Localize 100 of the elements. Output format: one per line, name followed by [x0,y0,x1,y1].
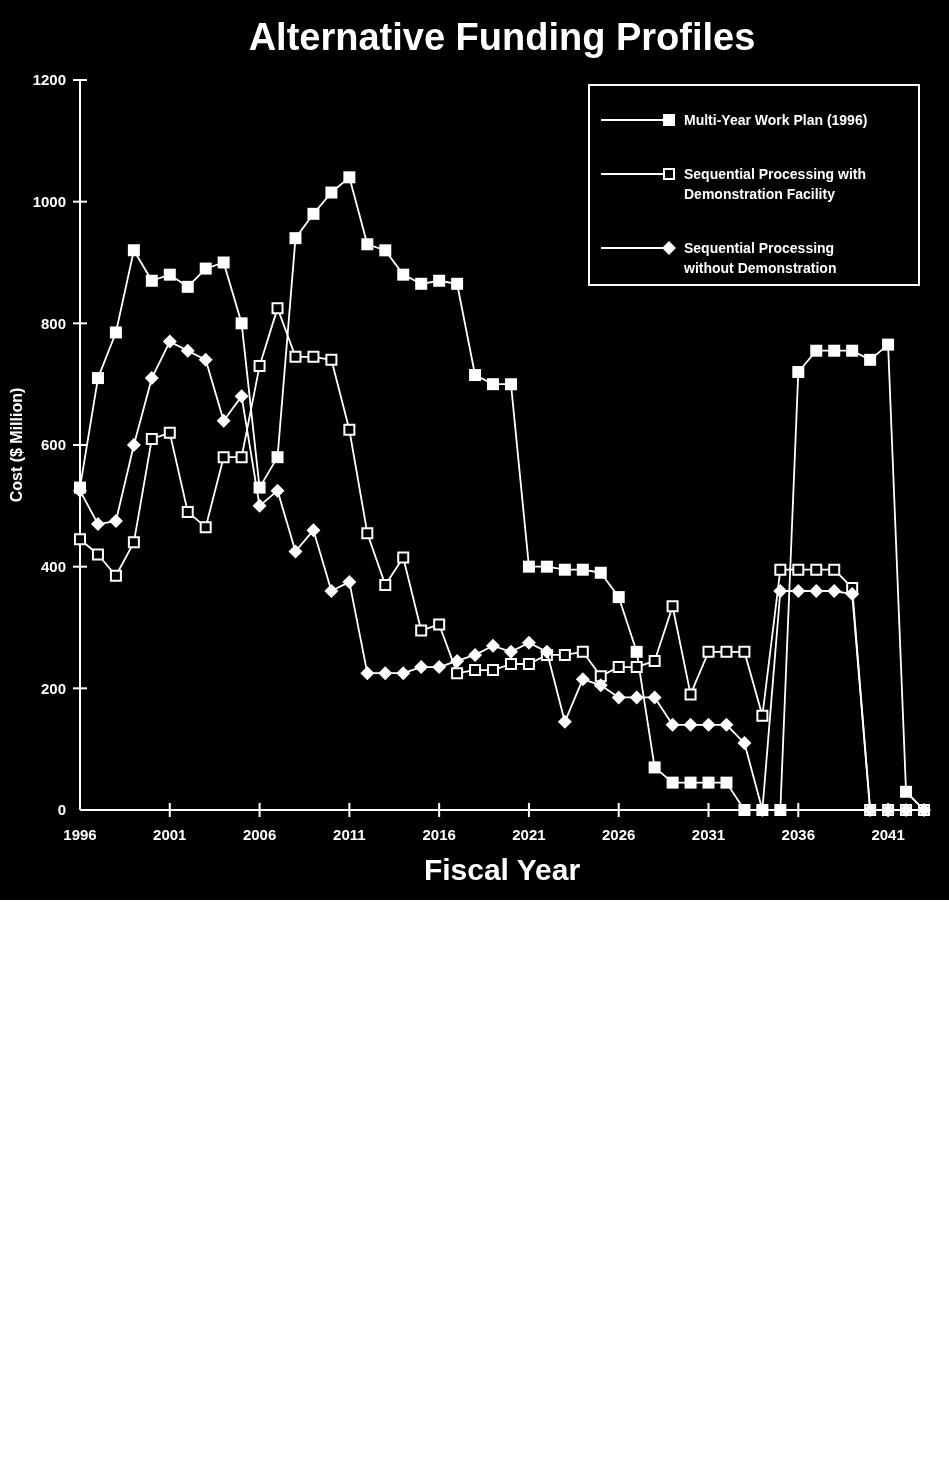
y-tick-label: 600 [40,436,66,454]
point [90,517,105,532]
point [361,238,374,251]
point [234,389,249,404]
x-tick-label: 1996 [63,826,97,843]
point [738,645,751,658]
point [612,661,625,674]
point [683,717,698,732]
point [828,344,841,357]
x-tick-label: 2041 [871,826,905,843]
point [126,438,141,452]
point [486,638,501,653]
point [684,688,697,701]
point [289,232,302,245]
point [864,353,877,366]
point [325,353,338,366]
point [450,653,465,668]
x-tick-label: 2011 [333,826,366,843]
point [433,618,446,631]
y-tick-label: 1200 [32,71,66,89]
point [144,371,159,386]
point [791,584,806,598]
point [810,344,823,357]
point [487,378,500,391]
point [235,451,248,464]
point [666,776,679,789]
point [343,171,356,184]
point [343,423,356,436]
point [738,804,751,816]
point [379,578,392,591]
y-tick-label: 400 [40,557,66,575]
point [846,344,859,357]
point [487,664,500,677]
point [91,548,104,561]
point [163,426,176,439]
point [666,600,679,613]
point [378,666,393,681]
point [289,350,302,363]
point [774,804,787,816]
point [827,584,842,598]
point [433,274,446,287]
point [306,523,321,538]
point [594,566,607,579]
x-tick-label: 2016 [422,826,456,843]
point [720,776,733,789]
point [773,584,788,598]
point [828,563,841,576]
point [503,644,518,659]
x-tick-label: 2036 [781,826,815,843]
point [469,664,482,677]
point [612,591,625,604]
point [361,527,374,540]
y-axis-title: Cost ($ Million) [8,387,25,503]
point [307,350,320,363]
point [414,660,429,675]
point [181,280,194,293]
x-tick-label: 2006 [242,826,277,843]
point [307,207,320,220]
x-axis-title: Fiscal Year [423,853,581,886]
point [217,256,230,269]
point [145,274,158,287]
point [342,574,357,589]
point [271,451,284,464]
point [397,551,410,564]
point [810,563,823,576]
point [576,563,589,576]
x-tick-label: 2001 [153,826,187,843]
point [702,776,715,789]
point [737,736,752,751]
point [271,302,284,315]
point [792,563,805,576]
point [882,338,895,351]
point [521,635,536,650]
point [270,483,285,498]
point [701,717,716,732]
y-tick-label: 0 [57,801,66,819]
point [630,645,643,658]
point [774,563,787,576]
x-tick-label: 2031 [691,826,726,843]
point [162,334,177,349]
point [557,714,572,729]
point [504,658,517,670]
point [629,690,644,705]
y-tick-label: 800 [40,314,66,332]
point [720,645,733,658]
point [900,785,913,798]
point [522,560,535,573]
point [74,533,86,546]
point [684,776,697,789]
point [756,709,769,722]
point [539,644,554,659]
point [719,717,734,732]
point [594,670,607,683]
point [611,690,626,705]
point [648,654,661,667]
point [809,584,824,598]
point [451,667,464,680]
point [127,244,140,257]
point [235,317,248,330]
point [468,647,483,662]
